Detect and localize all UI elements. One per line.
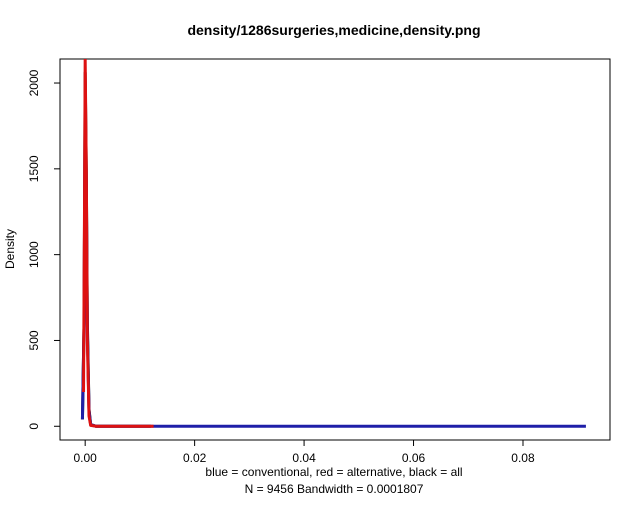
series-layer [80,59,586,428]
y-axis-label: Density [3,229,17,269]
x-axis-sublabel: N = 9456 Bandwidth = 0.0001807 [245,482,424,496]
y-tick-label: 2000 [27,69,41,96]
x-tick-label: 0.00 [73,451,97,465]
y-tick-label: 1500 [27,155,41,182]
y-tick-label: 1000 [27,241,41,268]
y-tick-label: 0 [27,423,41,430]
series-line-all [80,71,151,428]
x-tick-label: 0.04 [292,451,316,465]
x-axis-label: blue = conventional, red = alternative, … [205,465,462,479]
x-axis: 0.00 0.02 0.04 0.06 0.08 [73,439,535,465]
y-axis: 0 500 1000 1500 2000 [27,69,61,430]
x-tick-label: 0.06 [402,451,426,465]
x-tick-label: 0.08 [511,451,535,465]
x-tick-label: 0.02 [183,451,207,465]
plot-frame [59,58,611,441]
y-tick-label: 500 [27,330,41,350]
series-line-alternative [82,59,154,428]
chart-title: density/1286surgeries,medicine,density.p… [187,22,480,38]
series-line-conventional [80,98,586,428]
